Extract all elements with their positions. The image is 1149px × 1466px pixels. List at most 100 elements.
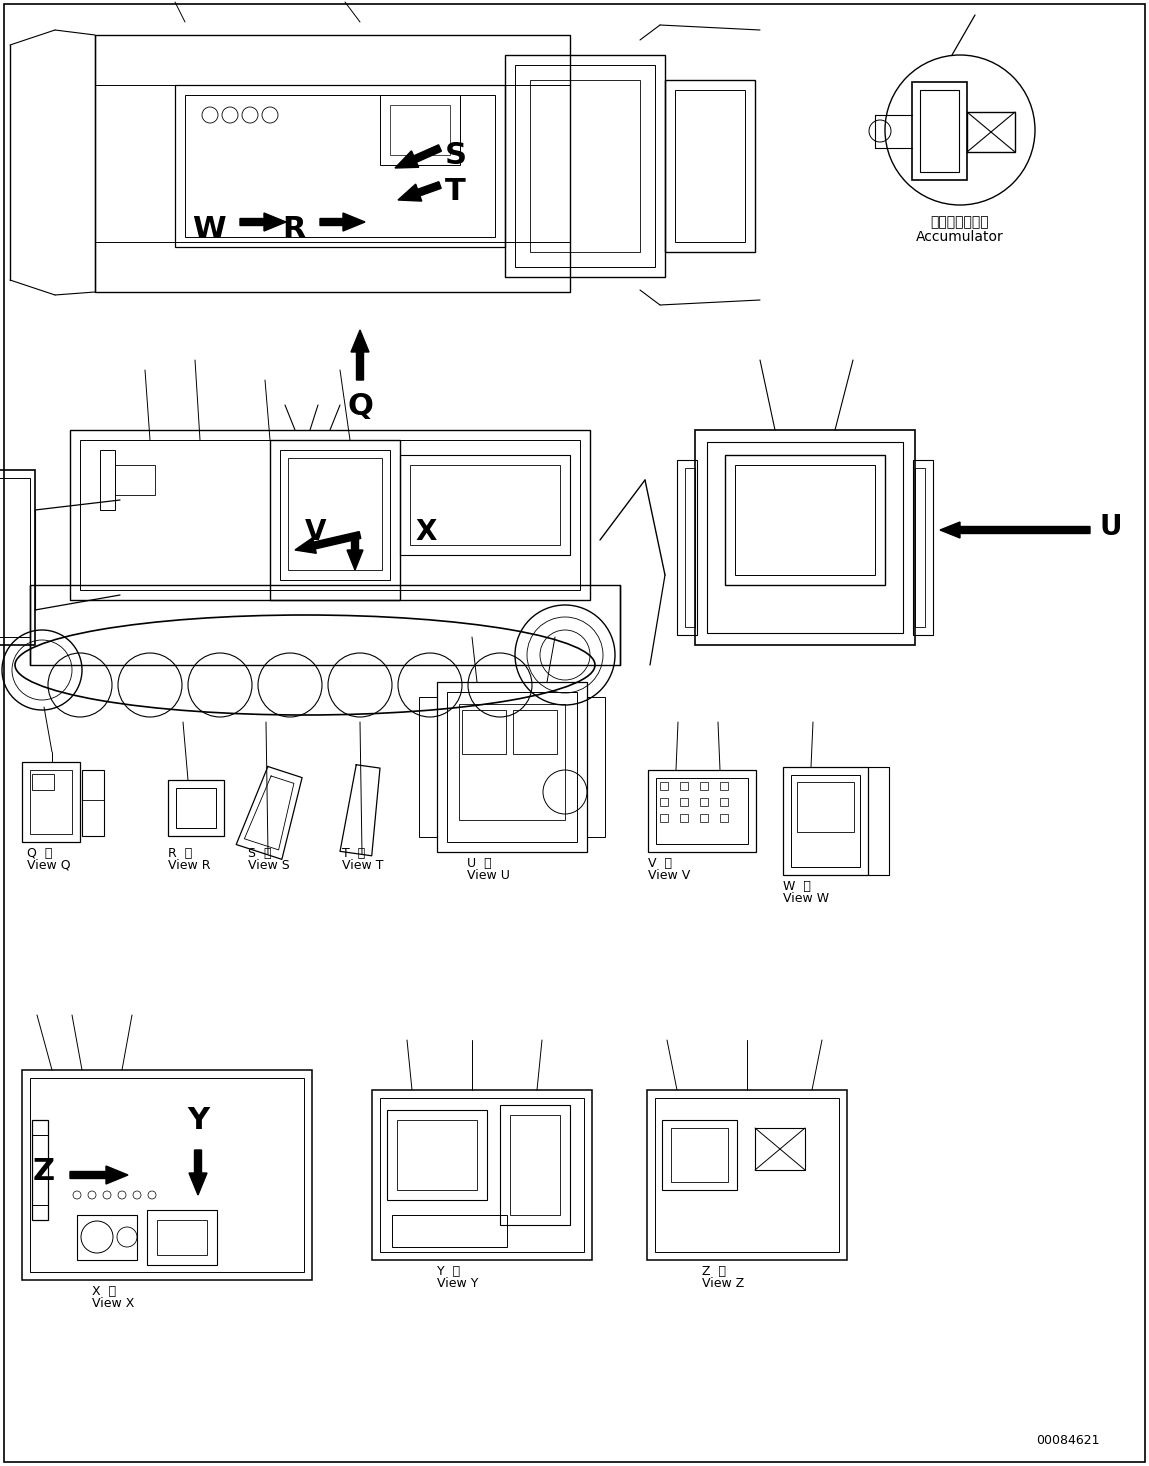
Bar — [700, 798, 708, 806]
Bar — [587, 696, 606, 837]
Text: V  視: V 視 — [648, 858, 672, 869]
Bar — [685, 468, 695, 627]
Text: View S: View S — [248, 859, 290, 872]
Bar — [695, 430, 915, 645]
Bar — [400, 454, 570, 556]
Text: View Z: View Z — [702, 1277, 745, 1290]
Bar — [95, 242, 570, 292]
Bar — [185, 95, 495, 237]
Bar — [700, 781, 708, 790]
Bar — [671, 1127, 728, 1182]
Bar — [655, 1098, 839, 1252]
Text: View R: View R — [168, 859, 210, 872]
Text: R  視: R 視 — [168, 847, 192, 861]
Text: View T: View T — [342, 859, 384, 872]
Bar — [447, 692, 577, 841]
Bar — [967, 111, 1015, 152]
Bar — [674, 89, 745, 242]
Bar — [419, 696, 437, 837]
FancyArrow shape — [347, 535, 363, 570]
Text: X: X — [415, 517, 437, 545]
Bar — [791, 776, 859, 866]
Text: R: R — [283, 214, 306, 243]
Bar — [755, 1127, 805, 1170]
Bar — [782, 767, 867, 875]
Bar — [735, 465, 876, 575]
Bar — [390, 106, 450, 155]
Text: 00084621: 00084621 — [1036, 1434, 1100, 1447]
Bar — [512, 710, 557, 754]
Bar — [380, 1098, 584, 1252]
Bar — [30, 770, 72, 834]
Bar — [920, 89, 959, 172]
Text: View X: View X — [92, 1297, 134, 1311]
Text: V: V — [304, 517, 326, 545]
Bar — [660, 798, 668, 806]
Bar — [700, 814, 708, 822]
Bar — [22, 1070, 313, 1280]
Bar — [515, 65, 655, 267]
Bar — [176, 789, 216, 828]
Bar — [175, 85, 506, 246]
Bar — [30, 1078, 304, 1272]
Text: S: S — [445, 141, 466, 170]
Bar — [662, 1120, 737, 1190]
Bar — [510, 1116, 560, 1215]
Bar — [0, 471, 34, 645]
Bar — [100, 450, 115, 510]
Bar — [0, 478, 30, 638]
Bar — [797, 781, 854, 833]
Text: Y: Y — [187, 1105, 209, 1135]
Bar — [462, 710, 506, 754]
Bar — [280, 450, 390, 581]
Bar — [647, 1091, 847, 1259]
Bar — [648, 770, 756, 852]
Text: T  視: T 視 — [342, 847, 365, 861]
Bar — [392, 1215, 507, 1248]
Bar — [168, 780, 224, 836]
Text: View V: View V — [648, 869, 691, 883]
Bar — [372, 1091, 592, 1259]
Bar — [115, 465, 155, 496]
Text: S  視: S 視 — [248, 847, 271, 861]
Bar — [82, 770, 105, 836]
FancyArrow shape — [321, 213, 365, 232]
Bar — [387, 1110, 487, 1201]
FancyArrow shape — [70, 1165, 128, 1185]
Bar — [95, 35, 570, 85]
Bar — [30, 585, 620, 666]
Bar — [680, 781, 688, 790]
FancyArrow shape — [188, 1149, 207, 1195]
Text: View Y: View Y — [437, 1277, 478, 1290]
Bar — [398, 1120, 477, 1190]
Bar — [80, 440, 580, 589]
Bar — [77, 1215, 137, 1259]
FancyArrow shape — [398, 182, 441, 201]
FancyArrow shape — [295, 532, 361, 553]
Text: T: T — [445, 177, 465, 207]
Bar — [288, 457, 381, 570]
Bar — [506, 56, 665, 277]
Bar — [656, 778, 748, 844]
Bar — [380, 95, 460, 166]
Bar — [22, 762, 80, 841]
Text: U  視: U 視 — [466, 858, 492, 869]
Text: Accumulator: Accumulator — [916, 230, 1004, 243]
Text: アキュムレータ: アキュムレータ — [931, 216, 989, 229]
Text: Q: Q — [347, 391, 373, 421]
Bar — [32, 774, 54, 790]
Bar — [660, 814, 668, 822]
Bar — [95, 35, 570, 292]
Text: Z  視: Z 視 — [702, 1265, 726, 1278]
Bar — [720, 814, 728, 822]
Text: Y  視: Y 視 — [437, 1265, 460, 1278]
Bar — [912, 82, 967, 180]
FancyArrow shape — [395, 145, 441, 169]
Bar — [410, 465, 560, 545]
Bar — [530, 81, 640, 252]
Bar — [913, 460, 933, 635]
FancyArrow shape — [240, 213, 286, 232]
Bar — [437, 682, 587, 852]
Bar — [147, 1209, 217, 1265]
Text: Z: Z — [33, 1158, 55, 1186]
